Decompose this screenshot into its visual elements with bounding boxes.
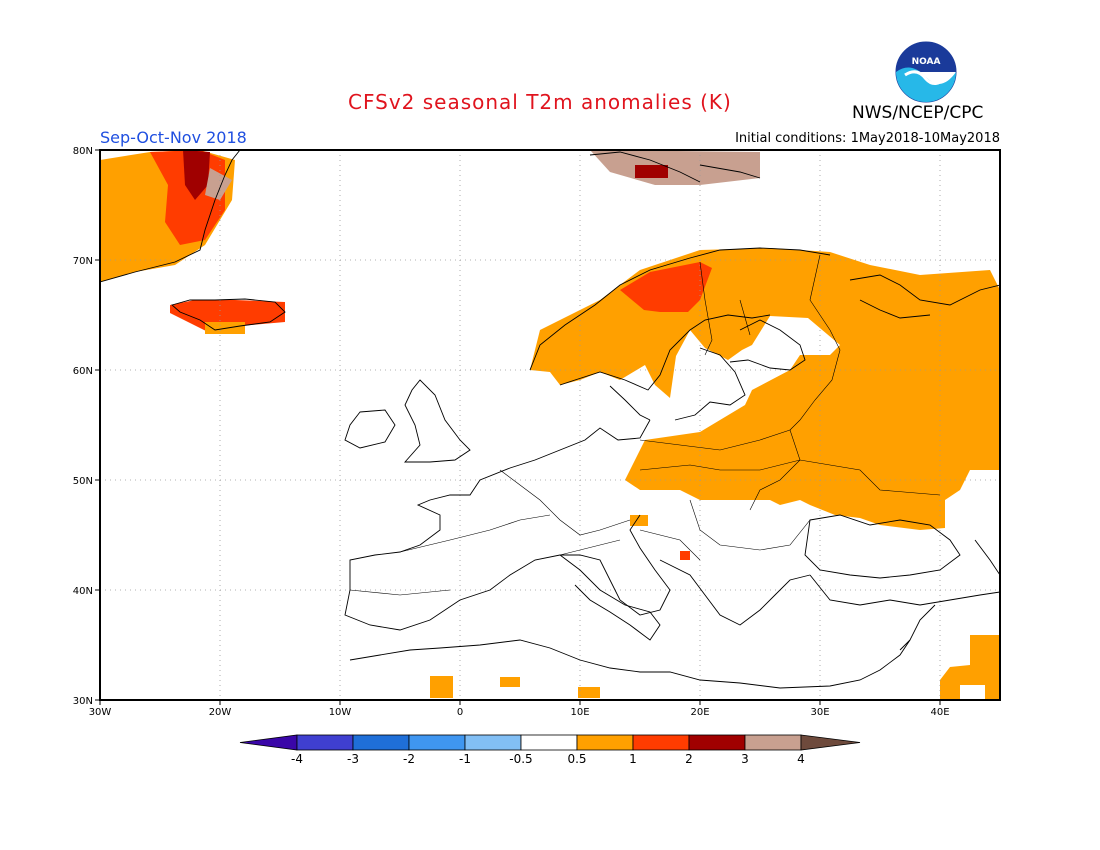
colorbar-label: -1 xyxy=(459,752,471,766)
colorbar-segment xyxy=(744,734,802,751)
latitude-labels: 80N 70N 60N 50N 40N 30N xyxy=(73,146,93,707)
lon-label-30e: 30E xyxy=(810,707,829,718)
lon-label-10w: 10W xyxy=(329,707,352,718)
colorbar-label: 3 xyxy=(741,752,749,766)
tick-marks xyxy=(95,149,941,705)
anomaly-greenland-mild xyxy=(205,168,232,200)
lon-label-20e: 20E xyxy=(690,707,709,718)
lon-label-40e: 40E xyxy=(930,707,949,718)
colorbar-arrow-right xyxy=(800,734,861,751)
colorbar: -4 -3 -2 -1 -0.5 0.5 1 2 3 4 xyxy=(239,734,861,766)
initial-conditions-label: Initial conditions: 1May2018-10May2018 xyxy=(735,131,1000,146)
anomaly-iceland xyxy=(170,300,285,333)
colorbar-label: 0.5 xyxy=(567,752,586,766)
season-label: Sep-Oct-Nov 2018 xyxy=(100,128,247,147)
graticule xyxy=(100,150,1000,700)
colorbar-segment xyxy=(408,734,466,751)
colorbar-label: 4 xyxy=(797,752,805,766)
colorbar-segment xyxy=(632,734,690,751)
colorbar-arrow-left xyxy=(239,734,298,751)
anomaly-scandinavia-russia xyxy=(530,248,1000,530)
map-frame xyxy=(99,149,1001,701)
colorbar-segment xyxy=(576,734,634,751)
country-borders xyxy=(349,254,941,596)
coastlines xyxy=(100,150,1000,689)
lat-label-30n: 30N xyxy=(73,696,93,707)
anomaly-norway-warm xyxy=(620,262,712,312)
noaa-logo-text: NOAA xyxy=(912,57,941,67)
lat-label-50n: 50N xyxy=(73,476,93,487)
anomaly-shading xyxy=(100,150,1000,700)
lat-label-70n: 70N xyxy=(73,256,93,267)
lon-label-30w: 30W xyxy=(89,707,112,718)
lon-label-20w: 20W xyxy=(209,707,232,718)
lat-label-60n: 60N xyxy=(73,366,93,377)
anomaly-greenland-hot xyxy=(183,150,210,200)
map-title: CFSv2 seasonal T2m anomalies (K) xyxy=(348,90,732,114)
colorbar-segment xyxy=(520,734,578,751)
colorbar-label: 1 xyxy=(629,752,637,766)
colorbar-label: 2 xyxy=(685,752,693,766)
noaa-logo: NOAA xyxy=(895,41,957,103)
lat-label-80n: 80N xyxy=(73,146,93,157)
anomaly-svalbard xyxy=(590,150,760,185)
lon-label-10e: 10E xyxy=(570,707,589,718)
colorbar-segment xyxy=(688,734,746,751)
colorbar-label: -3 xyxy=(347,752,359,766)
anomaly-middle-east xyxy=(940,635,1000,700)
longitude-labels: 30W 20W 10W 0 10E 20E 30E 40E xyxy=(89,707,950,718)
colorbar-label: -4 xyxy=(291,752,303,766)
colorbar-segment xyxy=(464,734,522,751)
colorbar-segment xyxy=(352,734,410,751)
colorbar-label: -2 xyxy=(403,752,415,766)
lon-label-0: 0 xyxy=(457,707,463,718)
colorbar-segment xyxy=(296,734,354,751)
lat-label-40n: 40N xyxy=(73,586,93,597)
agency-label: NWS/NCEP/CPC xyxy=(852,103,984,123)
colorbar-label: -0.5 xyxy=(509,752,532,766)
